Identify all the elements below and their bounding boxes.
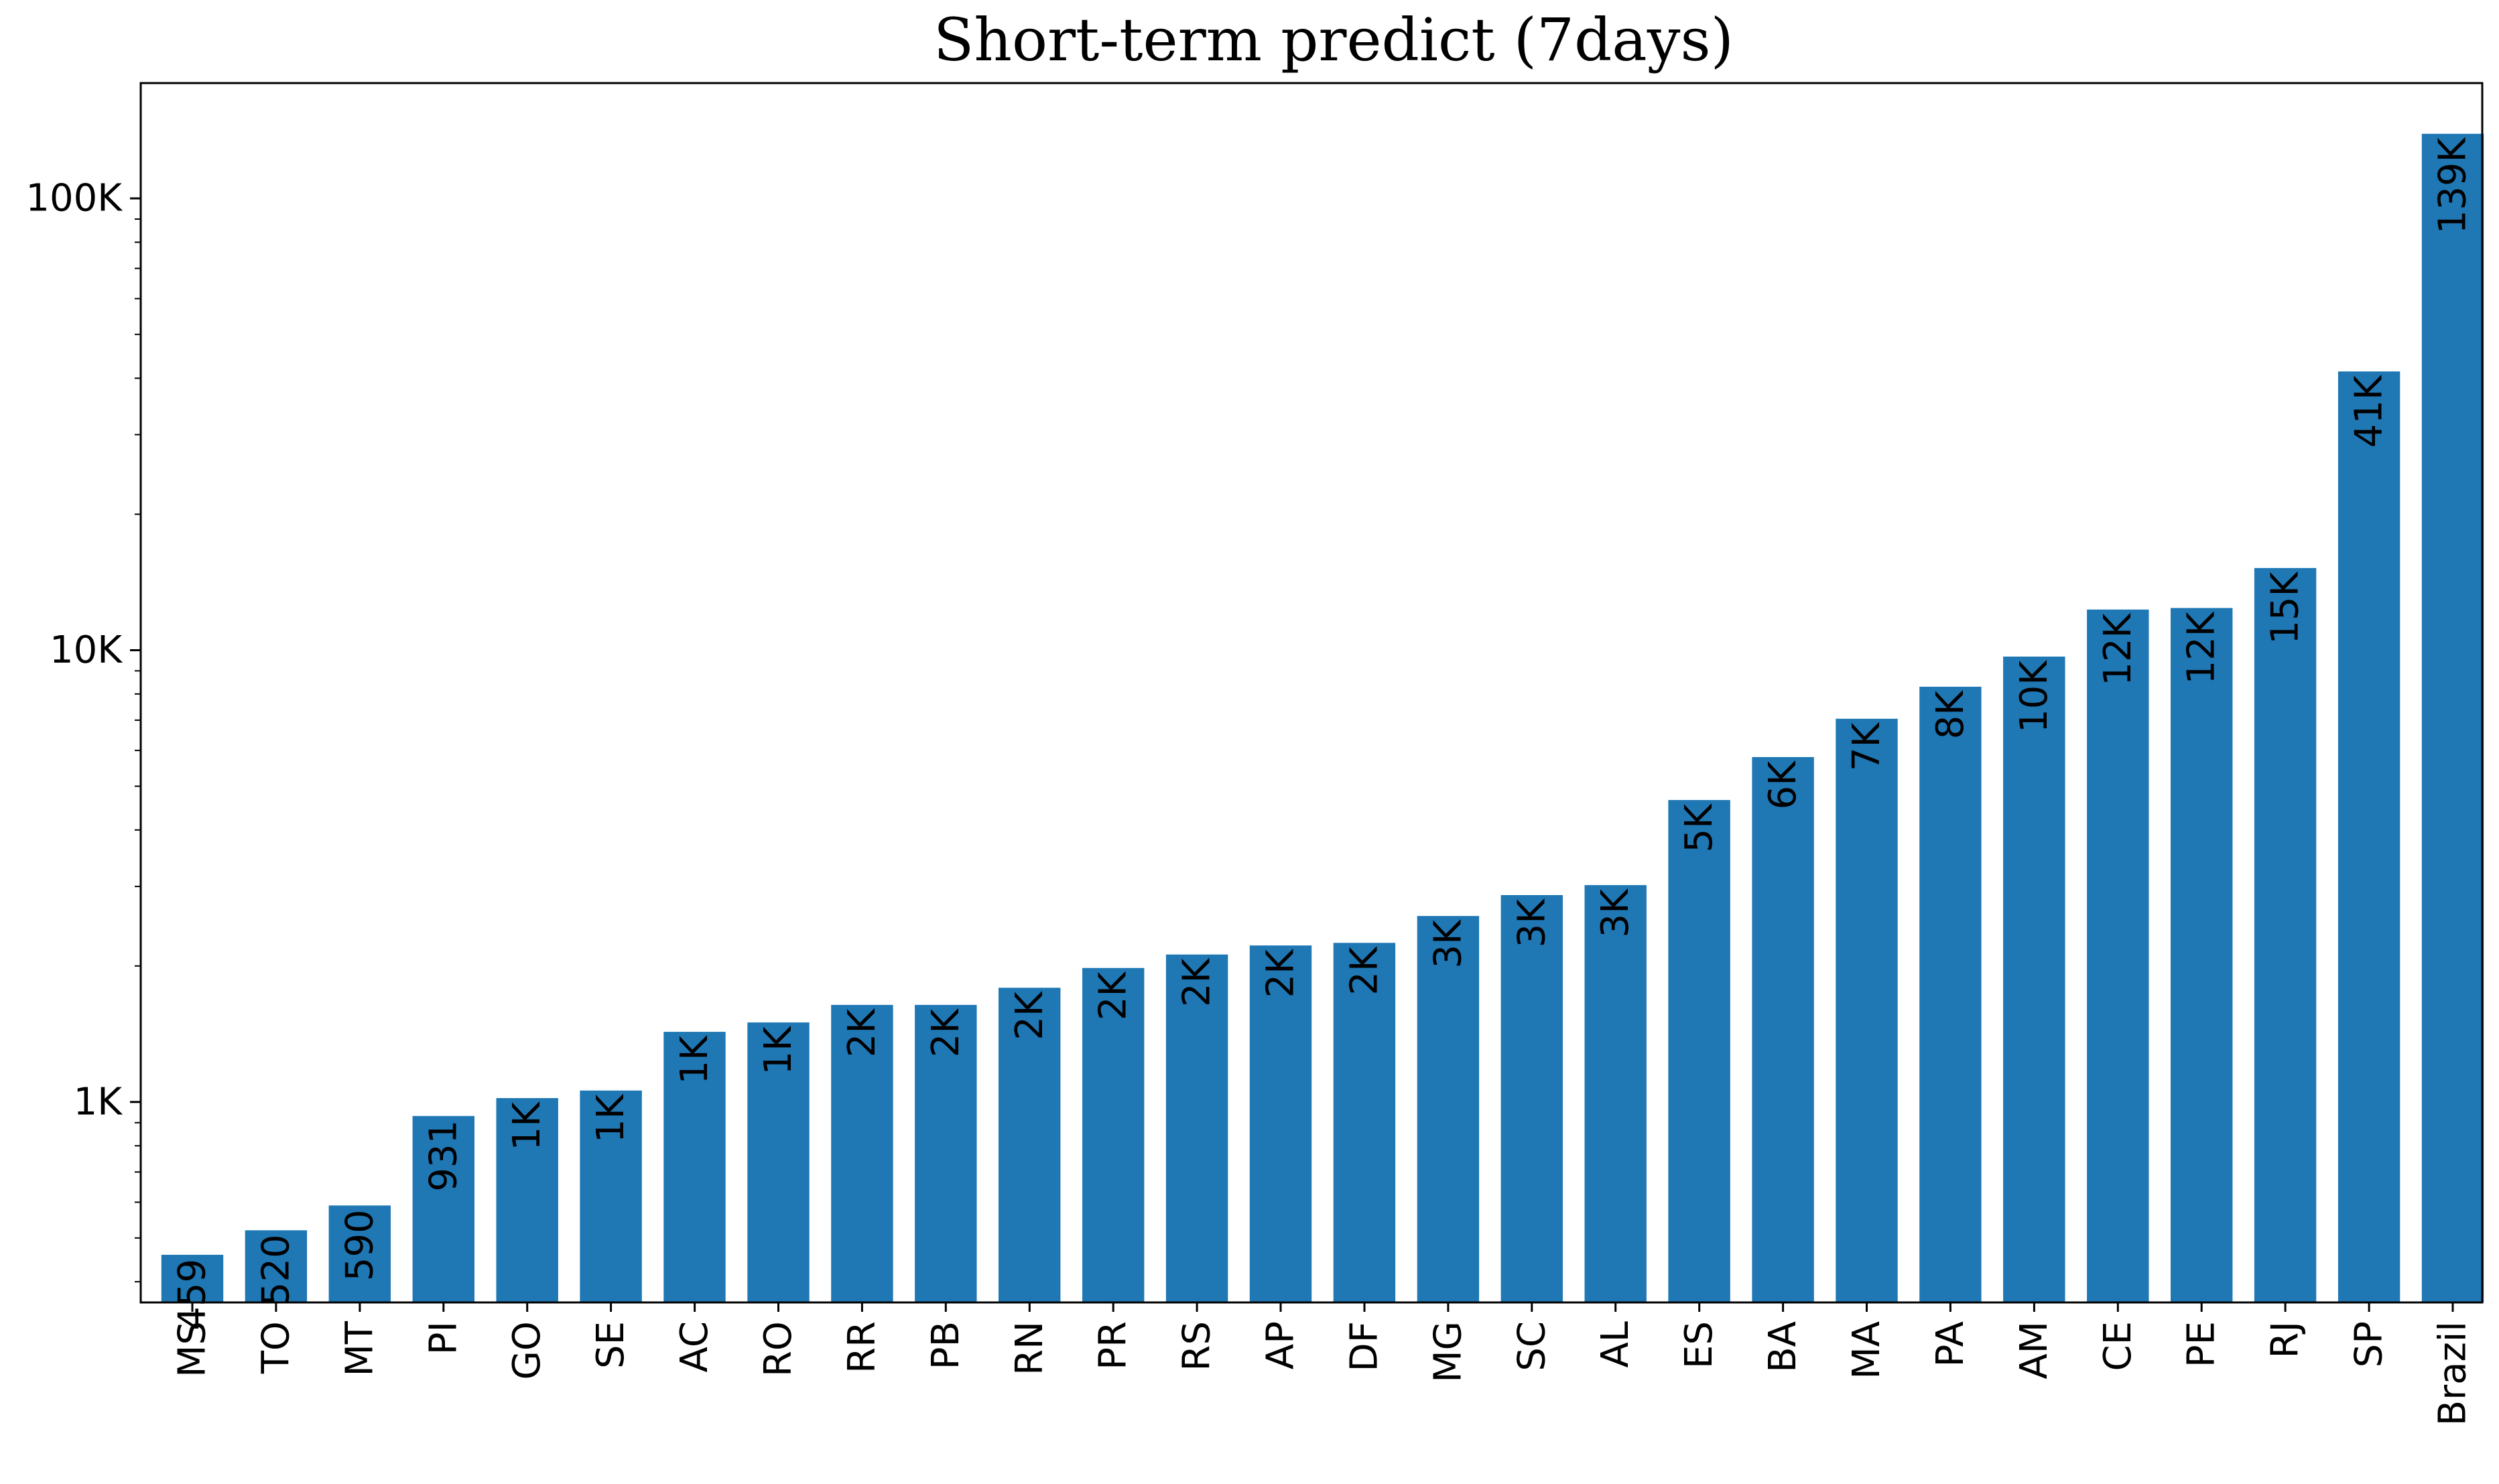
data-label-es: 5K	[1677, 803, 1721, 853]
bar-mt	[328, 1205, 391, 1302]
bar-ms	[161, 1254, 224, 1302]
bar-ma	[1836, 718, 1898, 1302]
x-tick-label-ce: CE	[2096, 1321, 2140, 1371]
x-tick-label-al: AL	[1594, 1321, 1637, 1368]
x-tick-label-ms: MS	[171, 1321, 214, 1377]
plot-frame	[139, 82, 2484, 1304]
x-tick-label-sp: SP	[2348, 1321, 2391, 1367]
bar-pi	[412, 1116, 474, 1302]
data-label-mt: 590	[338, 1209, 381, 1281]
x-tick-label-se: SE	[589, 1321, 633, 1369]
data-label-ap: 2K	[1259, 949, 1303, 998]
bar-ro	[747, 1022, 810, 1302]
bar-brazil	[2421, 133, 2484, 1303]
x-tick-label-sc: SC	[1510, 1321, 1553, 1371]
x-tick-label-mg: MG	[1426, 1321, 1470, 1383]
bar-go	[496, 1098, 558, 1302]
data-label-ba: 6K	[1761, 760, 1805, 810]
bar-sp	[2337, 371, 2400, 1302]
y-tick-label: 10K	[50, 628, 123, 672]
data-label-pr: 2K	[1092, 971, 1135, 1021]
x-axis: MS TO MT PI GO SE AC RO RR PB RN PR RS AP DF MG SC AL ES BA…	[171, 1302, 2475, 1426]
x-tick-label-pa: PA	[1929, 1321, 1972, 1367]
data-label-rr: 2K	[840, 1008, 884, 1058]
x-tick-label-to: TO	[254, 1321, 298, 1374]
data-label-sc: 3K	[1510, 898, 1553, 948]
data-label-rj: 15K	[2264, 571, 2307, 645]
bar-am	[2003, 657, 2065, 1302]
data-label-ms: 459	[171, 1259, 214, 1331]
x-tick-label-ac: AC	[673, 1321, 716, 1372]
y-axis: 1K 10K 100K	[25, 177, 141, 1283]
data-label-ac: 1K	[673, 1035, 716, 1085]
bar-ce	[2087, 609, 2149, 1302]
x-tick-label-pr: PR	[1092, 1321, 1135, 1370]
chart-title: Short-term predict (7days)	[934, 5, 1734, 74]
data-label-brazil: 139K	[2431, 137, 2475, 234]
x-tick-label-brazil: Brazil	[2431, 1321, 2475, 1426]
data-label-rn: 2K	[1008, 991, 1051, 1040]
x-tick-label-ro: RO	[757, 1321, 800, 1377]
x-tick-label-pb: PB	[924, 1321, 968, 1369]
bar-pr	[1082, 967, 1145, 1302]
x-tick-label-ap: AP	[1259, 1321, 1303, 1369]
x-tick-label-pi: PI	[422, 1321, 465, 1355]
data-label-rs: 2K	[1175, 957, 1219, 1007]
bars-layer	[161, 133, 2484, 1303]
bar-df	[1333, 943, 1396, 1302]
x-tick-label-rr: RR	[840, 1321, 884, 1373]
bar-pb	[915, 1004, 977, 1302]
x-tick-label-ma: MA	[1845, 1321, 1888, 1379]
y-tick-label: 100K	[25, 177, 123, 220]
data-label-df: 2K	[1343, 946, 1387, 996]
data-label-sp: 41K	[2348, 375, 2391, 448]
data-label-pe: 12K	[2180, 611, 2224, 684]
data-label-al: 3K	[1594, 888, 1637, 938]
bar-al	[1584, 885, 1647, 1302]
data-label-pb: 2K	[924, 1008, 968, 1058]
x-tick-label-es: ES	[1677, 1321, 1721, 1369]
x-tick-label-ba: BA	[1761, 1321, 1805, 1373]
data-label-to: 520	[254, 1234, 298, 1306]
data-label-se: 1K	[589, 1093, 633, 1143]
data-label-am: 10K	[2012, 660, 2056, 733]
bar-se	[580, 1090, 642, 1302]
data-label-pi: 931	[422, 1120, 465, 1192]
bar-rn	[999, 988, 1061, 1302]
x-tick-label-rj: RJ	[2264, 1321, 2307, 1358]
bar-es	[1668, 800, 1730, 1302]
bar-ac	[663, 1032, 726, 1302]
bar-to	[245, 1230, 308, 1302]
x-tick-label-rs: RS	[1175, 1321, 1219, 1371]
bar-rs	[1165, 954, 1228, 1302]
bar-labels-layer: 459 520 590 931 1K 1K 1K 1K 2K 2K 2K 2K 2K 2K 2K 3K 3K 3K…	[171, 137, 2475, 1330]
bar-mg	[1417, 916, 1480, 1302]
data-label-go: 1K	[505, 1101, 549, 1151]
x-tick-label-pe: PE	[2180, 1321, 2224, 1367]
data-label-mg: 3K	[1426, 919, 1470, 969]
x-tick-label-mt: MT	[338, 1321, 381, 1376]
bar-rj	[2254, 567, 2317, 1302]
bar-rr	[831, 1004, 893, 1302]
bar-pa	[1919, 687, 1982, 1302]
data-label-ma: 7K	[1845, 722, 1888, 772]
data-label-pa: 8K	[1929, 690, 1972, 740]
bar-sc	[1500, 895, 1563, 1302]
x-tick-label-go: GO	[505, 1321, 549, 1379]
bar-ba	[1752, 757, 1814, 1302]
y-tick-label: 1K	[74, 1080, 123, 1124]
data-label-ro: 1K	[757, 1026, 800, 1075]
bar-pe	[2171, 608, 2233, 1302]
bar-ap	[1249, 945, 1312, 1302]
x-tick-label-rn: RN	[1008, 1321, 1051, 1375]
x-tick-label-am: AM	[2012, 1321, 2056, 1379]
data-label-ce: 12K	[2096, 613, 2140, 686]
x-tick-label-df: DF	[1343, 1321, 1387, 1371]
